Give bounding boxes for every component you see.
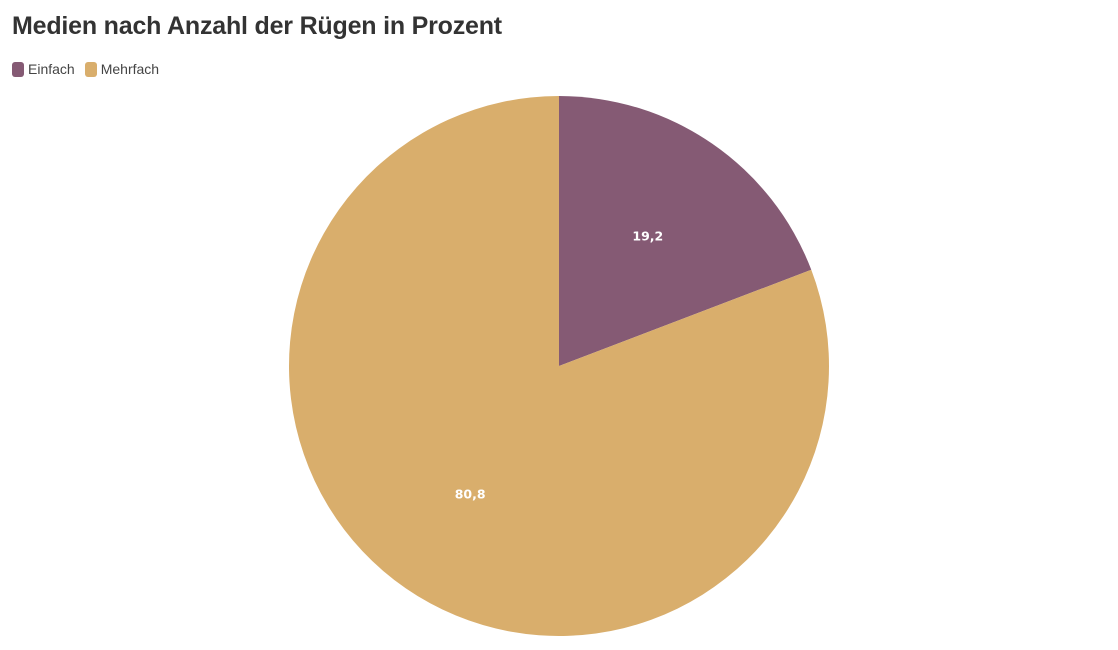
pie-slice-mehrfach[interactable] (288, 96, 829, 637)
legend-label-einfach: Einfach (28, 61, 75, 77)
pie-slices (288, 96, 829, 637)
chart-title: Medien nach Anzahl der Rügen in Prozent (12, 12, 502, 40)
legend-label-mehrfach: Mehrfach (100, 61, 160, 77)
legend-item-einfach[interactable]: Einfach (12, 61, 75, 77)
legend-item-mehrfach[interactable]: Mehrfach (84, 61, 160, 77)
pie-slice-einfach[interactable] (559, 96, 812, 366)
data-label-einfach: 19,2 (632, 229, 663, 244)
legend-swatch-einfach (12, 61, 24, 77)
legend-swatch-mehrfach (84, 61, 97, 77)
legend: Einfach Mehrfach (12, 61, 159, 77)
pie-data-labels: 19,2 80,8 (455, 229, 664, 502)
data-label-mehrfach: 80,8 (455, 486, 486, 501)
